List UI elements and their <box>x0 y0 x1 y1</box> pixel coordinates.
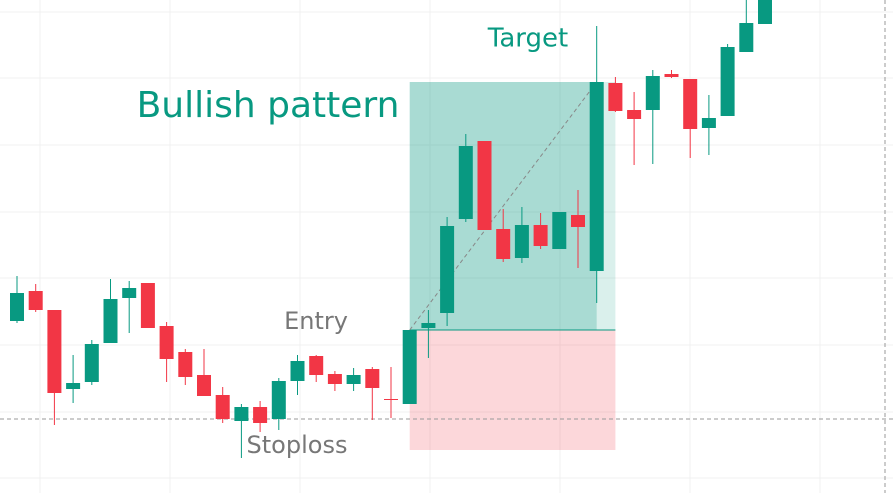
candle-body <box>10 293 24 321</box>
candle-body <box>253 407 268 423</box>
candle-body <box>28 291 43 310</box>
candle-body <box>645 76 660 110</box>
candle-body <box>421 323 436 328</box>
labels: Target Bullish pattern Entry Stoploss <box>137 24 569 460</box>
candle-body <box>103 299 118 343</box>
candle-body <box>496 229 511 259</box>
candle-body <box>140 283 155 328</box>
candle-body <box>701 118 716 128</box>
candle-body <box>571 215 585 227</box>
target-label: Target <box>487 24 568 54</box>
candle-body <box>402 330 417 404</box>
candle-body <box>477 141 492 230</box>
candle-body <box>159 326 174 359</box>
candle-body <box>384 399 398 400</box>
candle-body <box>290 361 305 381</box>
candle-body <box>215 395 230 419</box>
pattern-label: Bullish pattern <box>137 85 400 126</box>
candle-body <box>66 383 81 389</box>
candle-body <box>47 310 62 393</box>
candle-body <box>720 47 735 116</box>
candle-body <box>533 225 548 246</box>
candles <box>10 0 772 458</box>
candle-body <box>739 23 754 52</box>
candle-body <box>627 110 642 119</box>
candle-body <box>309 356 324 375</box>
candle-body <box>758 0 772 24</box>
candle-body <box>122 288 137 298</box>
candle-body <box>346 375 361 384</box>
candle-body <box>683 79 698 129</box>
candle-body <box>178 352 193 377</box>
candle-body <box>458 146 473 219</box>
candle-body <box>271 381 286 419</box>
candle-body <box>197 375 211 396</box>
candle-body <box>514 225 529 258</box>
candle-body <box>234 407 249 421</box>
candle-body <box>608 83 623 111</box>
candle-body <box>552 212 567 249</box>
candle-body <box>327 374 342 384</box>
candle-body <box>589 82 604 271</box>
stop-zone <box>409 330 616 450</box>
candle-body <box>440 226 455 313</box>
stoploss-label: Stoploss <box>247 431 348 459</box>
candle-body <box>84 344 99 382</box>
candle-body <box>664 74 679 77</box>
candle-body <box>365 369 380 388</box>
entry-label: Entry <box>284 307 348 335</box>
